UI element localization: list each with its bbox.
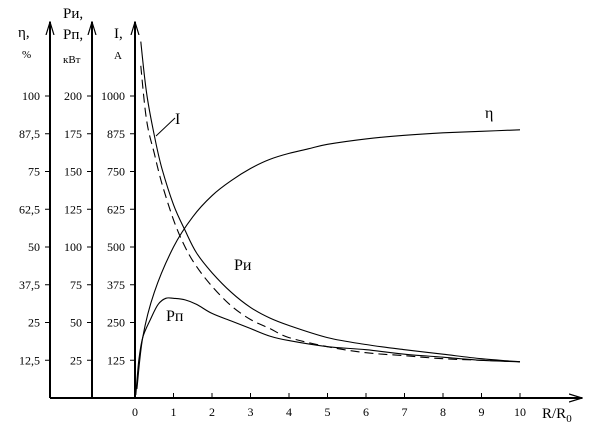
current-tick-label: 250 bbox=[107, 316, 125, 330]
axis-ticks: 0 1 2 3 4 5 6 7 8 9 10 12,5 25 37,5 50 62,5 75 87,5 100 25 5… bbox=[19, 89, 526, 419]
power-tick-label: 125 bbox=[64, 202, 82, 216]
current-tick-label: 625 bbox=[107, 202, 125, 216]
power-tick-label: 175 bbox=[64, 127, 82, 141]
power-tick-label: 50 bbox=[70, 316, 82, 330]
curve-label-I-leader bbox=[155, 117, 176, 137]
curve-label-eta: η bbox=[485, 105, 493, 122]
series-line-I bbox=[140, 41, 521, 363]
eta-tick-label: 75 bbox=[28, 165, 40, 179]
x-tick-label: 8 bbox=[440, 405, 446, 419]
power-tick-label: 150 bbox=[64, 165, 82, 179]
series-line-Pi bbox=[140, 65, 521, 363]
series-line-Pp bbox=[135, 297, 521, 396]
curve-label-Pi: Pи bbox=[234, 257, 252, 274]
current-tick-label: 750 bbox=[107, 165, 125, 179]
x-tick-label: 10 bbox=[514, 405, 526, 419]
x-tick-label: 6 bbox=[363, 405, 369, 419]
x-tick-label: 7 bbox=[402, 405, 408, 419]
current-tick-label: 125 bbox=[107, 353, 125, 367]
x-axis-title: R/R0 bbox=[542, 406, 572, 425]
power-axis-title-line-3: кВт bbox=[63, 54, 81, 66]
current-axis-title-line-2: A bbox=[114, 50, 122, 62]
curve-label-Pp: Pп bbox=[166, 308, 184, 325]
x-tick-label: 1 bbox=[171, 405, 177, 419]
power-tick-label: 200 bbox=[64, 89, 82, 103]
power-tick-label: 25 bbox=[70, 353, 82, 367]
curves bbox=[135, 41, 521, 396]
eta-tick-label: 37,5 bbox=[19, 278, 40, 292]
eta-tick-label: 25 bbox=[28, 316, 40, 330]
current-tick-label: 500 bbox=[107, 240, 125, 254]
x-tick-label: 3 bbox=[248, 405, 254, 419]
curve-label-I: I bbox=[175, 111, 180, 128]
x-tick-label: 2 bbox=[209, 405, 215, 419]
eta-tick-label: 100 bbox=[22, 89, 40, 103]
current-tick-label: 375 bbox=[107, 278, 125, 292]
power-tick-label: 100 bbox=[64, 240, 82, 254]
series-line-eta bbox=[136, 129, 521, 389]
eta-axis-title-line-2: % bbox=[22, 49, 31, 61]
x-tick-label: 0 bbox=[132, 405, 138, 419]
current-axis-title-line-1: I, bbox=[114, 26, 123, 42]
power-axis-title-line-2: Pп, bbox=[63, 27, 83, 43]
x-tick-label: 4 bbox=[286, 405, 292, 419]
eta-tick-label: 12,5 bbox=[19, 353, 40, 367]
x-tick-label: 9 bbox=[479, 405, 485, 419]
power-axis-title-line-1: Pи, bbox=[63, 6, 83, 22]
eta-axis-title-line-1: η, bbox=[18, 25, 30, 41]
current-tick-label: 1000 bbox=[101, 89, 125, 103]
eta-tick-label: 87,5 bbox=[19, 127, 40, 141]
power-tick-label: 75 bbox=[70, 278, 82, 292]
eta-tick-label: 62,5 bbox=[19, 202, 40, 216]
x-tick-label: 5 bbox=[325, 405, 331, 419]
eta-tick-label: 50 bbox=[28, 240, 40, 254]
current-tick-label: 875 bbox=[107, 127, 125, 141]
